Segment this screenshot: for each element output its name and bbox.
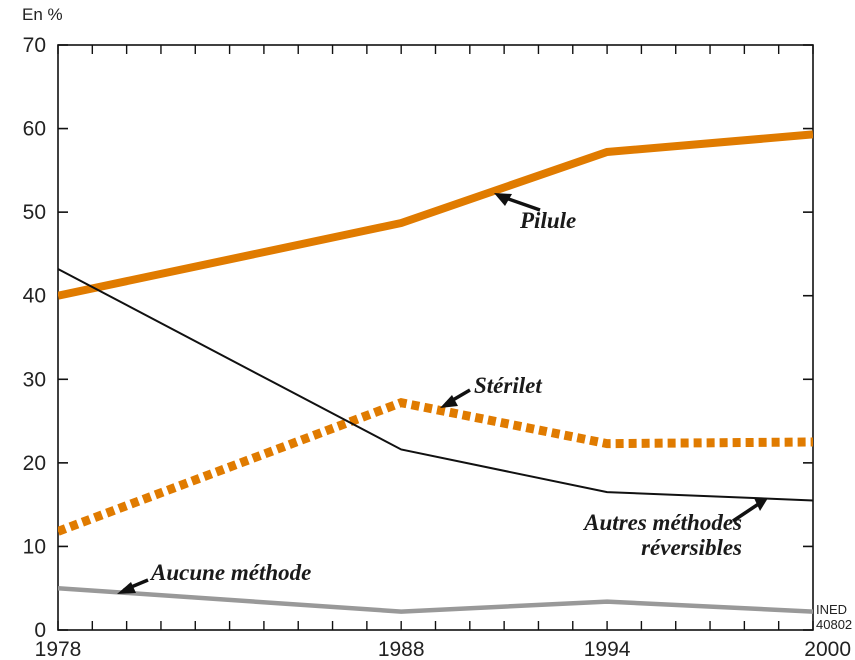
aucune-arrowhead [117,582,136,594]
sterilet-label: Stérilet [474,373,542,398]
y-tick-label-30: 30 [23,368,46,391]
credit-line1: INED [816,602,847,617]
autres-arrowhead [754,498,768,511]
sterilet-arrowhead [440,395,458,408]
series-line-0 [58,130,813,300]
plot-frame [57,44,814,631]
x-tick-label-1988: 1988 [378,638,425,660]
x-tick-label-1978: 1978 [35,638,82,660]
series-lines [58,130,813,614]
pilule-label: Pilule [519,208,576,233]
x-tick-label-1994: 1994 [584,638,631,660]
y-axis: 0 10 20 30 40 50 60 70 [23,34,813,642]
series-line-3 [58,585,813,614]
x-axis: 1978 1988 1994 2000 [35,45,851,660]
pilule-arrowhead [494,193,512,206]
aucune-label: Aucune méthode [149,560,311,585]
y-unit-label: En % [22,5,63,24]
series-line-1 [58,398,813,536]
y-tick-label-10: 10 [23,535,46,558]
y-tick-label-50: 50 [23,201,46,224]
series-line-2 [58,268,813,502]
y-tick-label-0: 0 [34,619,46,642]
x-tick-label-2000: 2000 [804,638,851,660]
annotation-arrows [117,193,768,594]
y-tick-label-70: 70 [23,34,46,57]
credit-line2: 40802 [816,617,852,632]
autres-label-line1: Autres méthodes [582,510,742,535]
y-tick-label-60: 60 [23,118,46,141]
y-tick-label-40: 40 [23,285,46,308]
y-tick-label-20: 20 [23,452,46,475]
autres-arrow [732,501,761,523]
autres-label-line2: réversibles [641,535,742,560]
